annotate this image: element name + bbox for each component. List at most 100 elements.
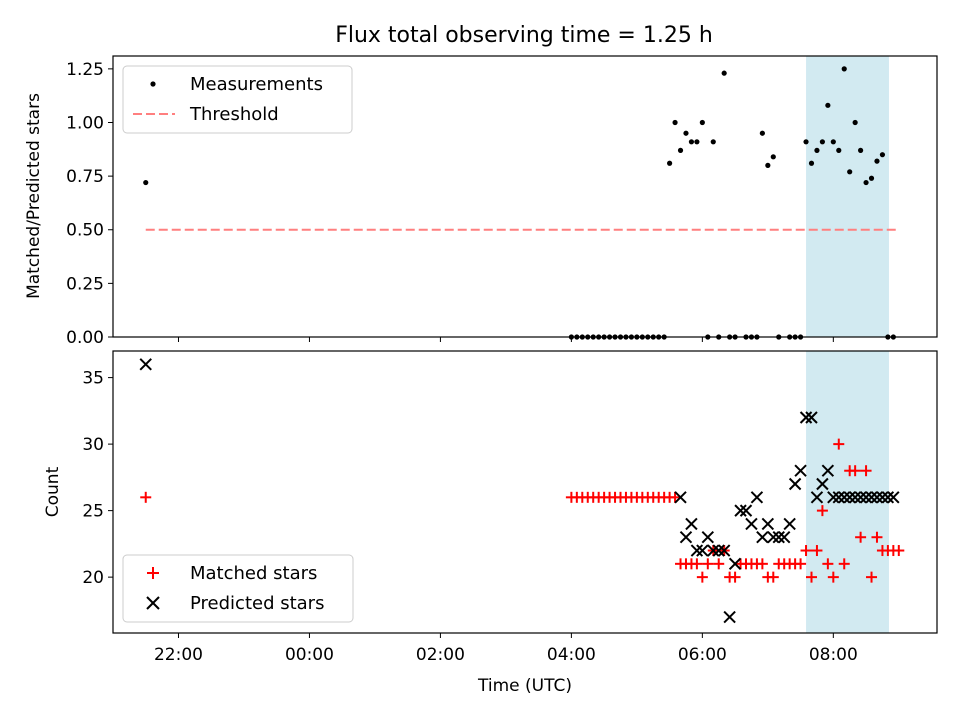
matched-star-point [805,571,817,583]
predicted-star-point [685,517,698,531]
predicted-star-point [767,531,780,544]
top-legend: Measurements Threshold [122,65,353,134]
matched-star-point [871,531,883,543]
count-points [139,358,905,624]
predicted-star-point [854,491,867,504]
highlight-span-rect [806,56,889,337]
y-tick-label: 1.25 [66,60,104,80]
matched-star-point [893,545,905,557]
measurement-point [667,160,673,166]
measurement-point [874,158,880,164]
predicted-star-point [788,477,802,491]
predicted-star-point [881,491,895,504]
predicted-star-point [734,504,747,517]
predicted-star-point [859,491,873,504]
matched-star-point [800,545,812,557]
measurement-point [847,169,853,175]
measurement-point [830,139,836,145]
predicted-star-point [794,464,807,477]
measurement-point [710,139,716,145]
legend-threshold-label: Threshold [189,104,279,125]
matched-star-point [669,491,681,503]
matched-star-point [702,558,714,570]
matched-star-point [691,558,703,570]
legend-predicted-label: Predicted stars [190,593,324,614]
measurement-point [721,70,727,76]
predicted-star-point [712,544,725,557]
measurement-point [803,139,809,145]
measurement-point [699,119,705,126]
matched-star-point [860,465,872,477]
predicted-star-point [805,411,818,424]
bottom-y-axis-label: Count [43,466,63,517]
top-highlight-span [806,56,889,337]
matched-star-point [696,571,708,583]
predicted-star-point [723,610,736,624]
predicted-star-point [679,531,693,544]
x-axis-label: Time (UTC) [477,676,572,696]
predicted-star-point [707,544,720,557]
legend-matched-label: Matched stars [190,563,317,584]
predicted-star-point [777,531,791,544]
measurement-point [863,179,869,186]
measurement-point [858,147,864,153]
predicted-star-point [750,491,764,504]
x-tick-label: 22:00 [154,645,203,665]
matched-star-point [855,531,867,543]
matched-star-point [833,438,845,450]
y-tick-label: 25 [82,502,104,522]
bottom-axes-frame [112,350,938,634]
predicted-star-point [761,517,775,531]
measurement-point [672,119,678,126]
y-tick-label: 0.25 [66,274,104,294]
y-tick-label: 0.75 [66,167,104,187]
figure-title: Flux total observing time = 1.25 h [335,23,713,48]
legend-measurements-label: Measurements [190,74,323,95]
measurement-point [825,102,831,108]
predicted-star-point [739,504,753,517]
y-tick-label: 20 [82,568,104,588]
predicted-star-point [772,531,785,544]
x-tick-label: 02:00 [416,645,465,665]
matched-star-point [822,558,834,570]
predicted-star-point [696,544,709,557]
measurement-point [759,130,765,136]
matched-star-point [849,465,861,477]
bottom-legend-box [122,554,354,623]
predicted-star-point [887,491,900,504]
x-tick-label: 00:00 [285,645,334,665]
predicted-star-point [674,491,687,504]
measurement-point [879,152,886,158]
measurement-point [808,160,815,166]
measurement-point [765,162,771,168]
x-tick-label: 04:00 [547,645,596,665]
predicted-star-point [701,531,715,544]
top-legend-box [122,65,353,134]
legend-matched-marker [147,567,159,579]
measurement-point [694,139,700,145]
predicted-star-point [827,491,840,504]
matched-star-point [838,558,850,570]
top-y-ticks: 0.00 0.25 0.50 0.75 1.00 1.25 [66,60,113,348]
predicted-star-point [799,411,813,424]
predicted-star-point [717,544,731,557]
predicted-star-point [821,464,835,477]
x-tick-label: 08:00 [809,645,858,665]
predicted-star-point [816,477,829,491]
predicted-star-point [832,491,845,504]
bottom-highlight-span [806,351,889,633]
matched-star-point [767,571,779,583]
bottom-x-ticks: 22:00 00:00 02:00 04:00 06:00 08:00 [154,633,858,665]
predicted-star-point [838,491,851,504]
predicted-star-point [139,358,152,371]
measurement-point [868,175,875,181]
bottom-panel: 22:00 00:00 02:00 04:00 06:00 08:00 20253035 … [43,350,938,696]
matched-star-point [816,505,828,517]
matched-star-point [140,491,152,503]
measurement-point [836,147,842,153]
matched-star-point [756,558,768,570]
predicted-star-point [756,531,769,544]
bottom-legend: Matched stars Predicted stars [122,554,354,623]
x-tick-label: 06:00 [678,645,727,665]
predicted-star-point [865,491,878,504]
